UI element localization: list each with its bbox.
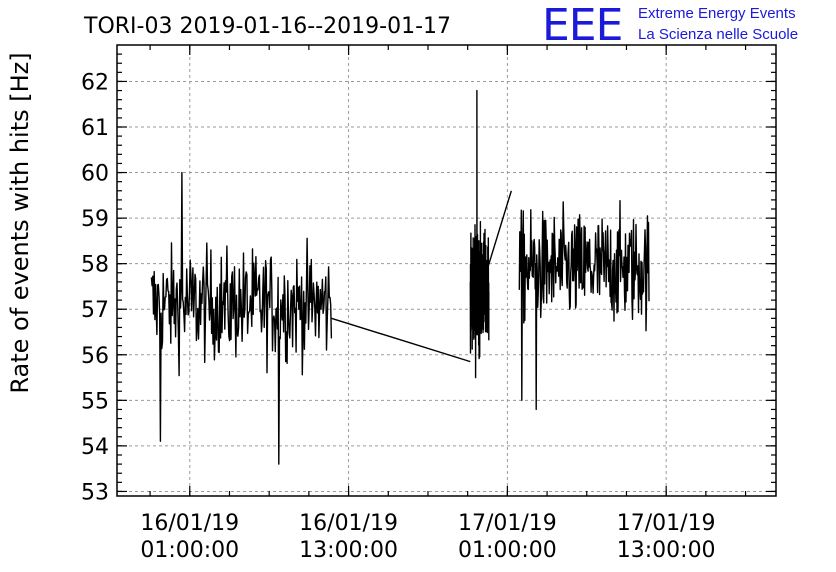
gap-connector-1 xyxy=(331,317,471,363)
logo-mark: EEE xyxy=(542,0,622,51)
y-tick-label: 62 xyxy=(81,70,109,95)
y-tick-label: 53 xyxy=(81,480,109,505)
x-tick-label-time: 01:00:00 xyxy=(458,538,557,563)
x-tick-label-date: 16/01/19 xyxy=(299,511,398,536)
y-tick-label: 54 xyxy=(81,435,109,460)
logo-line1: Extreme Energy Events xyxy=(638,5,796,22)
rate-segment-2 xyxy=(469,89,490,379)
logo-line2: La Scienza nelle Scuole xyxy=(638,26,798,43)
y-tick-label: 60 xyxy=(81,162,109,187)
rate-segment-1 xyxy=(150,171,333,465)
y-tick-label: 56 xyxy=(81,344,109,369)
series xyxy=(150,89,650,465)
gap-connector-2 xyxy=(485,190,513,273)
x-tick-label-time: 13:00:00 xyxy=(299,538,398,563)
eee-logo: EEE Extreme Energy Events La Scienza nel… xyxy=(542,0,798,51)
y-tick-label: 61 xyxy=(81,116,109,141)
tick-labels: 5354555657585960616216/01/1901:00:0016/0… xyxy=(81,70,716,563)
chart-title: TORI-03 2019-01-16--2019-01-17 xyxy=(83,14,451,39)
x-tick-label-date: 16/01/19 xyxy=(140,511,239,536)
ticks xyxy=(117,45,776,496)
y-tick-label: 59 xyxy=(81,207,109,232)
x-tick-label-date: 17/01/19 xyxy=(617,511,716,536)
x-tick-label-time: 01:00:00 xyxy=(140,538,239,563)
y-tick-label: 55 xyxy=(81,389,109,414)
grid xyxy=(117,45,776,496)
y-axis-label: Rate of events with hits [Hz] xyxy=(6,52,34,393)
x-tick-label-date: 17/01/19 xyxy=(458,511,557,536)
x-tick-label-time: 13:00:00 xyxy=(617,538,716,563)
y-tick-label: 57 xyxy=(81,298,109,323)
rate-segment-3 xyxy=(518,200,650,411)
plot-frame xyxy=(116,44,777,497)
y-tick-label: 58 xyxy=(81,253,109,278)
